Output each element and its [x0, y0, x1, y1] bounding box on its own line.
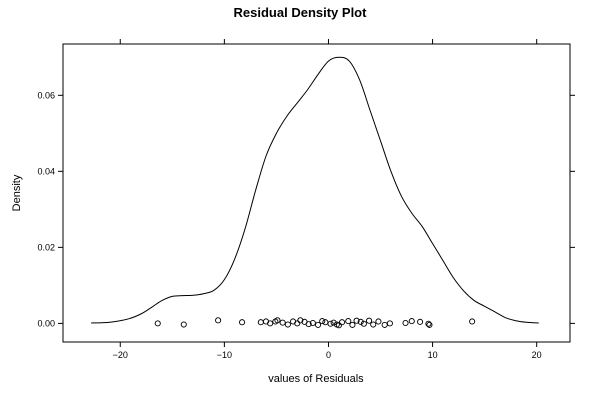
residual-point	[349, 321, 356, 328]
residual-point	[425, 320, 432, 327]
x-tick-label: 20	[532, 350, 542, 360]
residual-point	[294, 320, 301, 327]
residual-point	[370, 321, 377, 328]
residual-point	[309, 319, 316, 327]
residual-point	[345, 318, 352, 325]
residual-point	[330, 319, 337, 326]
x-tick-label: −10	[217, 350, 232, 360]
residual-point	[417, 318, 424, 325]
x-tick-label: 0	[326, 350, 331, 360]
residual-point	[322, 319, 329, 326]
residual-point	[357, 318, 364, 325]
x-axis-label: values of Residuals	[268, 373, 364, 385]
residual-point	[154, 320, 161, 327]
residual-point	[338, 319, 346, 326]
residual-point	[297, 317, 304, 324]
residual-point	[381, 321, 388, 328]
x-tick-label: −20	[113, 350, 128, 360]
residual-point	[215, 317, 222, 324]
residual-point	[360, 320, 367, 327]
x-axis: −20 −10 0 10 20	[113, 39, 542, 360]
chart-title: Residual Density Plot	[234, 5, 368, 20]
residual-point	[284, 321, 291, 328]
residual-point	[469, 318, 476, 325]
x-tick-label: 10	[428, 350, 438, 360]
residual-point	[239, 319, 246, 326]
residual-point	[180, 321, 187, 328]
residual-point	[319, 318, 326, 325]
residual-point	[257, 319, 264, 326]
y-axis-label: Density	[11, 174, 23, 211]
y-tick-label: 0.02	[37, 242, 55, 252]
residual-point	[315, 321, 322, 328]
residual-point	[267, 320, 274, 327]
y-tick-label: 0.00	[37, 318, 55, 328]
plot-panel	[62, 43, 571, 343]
residual-point	[426, 321, 433, 328]
residual-point	[386, 320, 393, 327]
y-tick-label: 0.06	[37, 90, 55, 100]
residual-point	[353, 317, 360, 324]
residual-point	[375, 318, 382, 325]
residual-points	[154, 317, 476, 329]
y-axis: 0.00 0.02 0.04 0.06	[37, 90, 575, 328]
residual-point	[279, 319, 286, 326]
density-curve	[91, 56, 539, 324]
residual-point	[408, 318, 415, 325]
residual-point	[274, 317, 281, 324]
residual-point	[305, 321, 312, 328]
residual-point	[327, 320, 334, 327]
y-tick-label: 0.04	[37, 166, 55, 176]
residual-point	[366, 317, 373, 324]
residual-point	[335, 322, 342, 329]
residual-point	[402, 319, 409, 327]
